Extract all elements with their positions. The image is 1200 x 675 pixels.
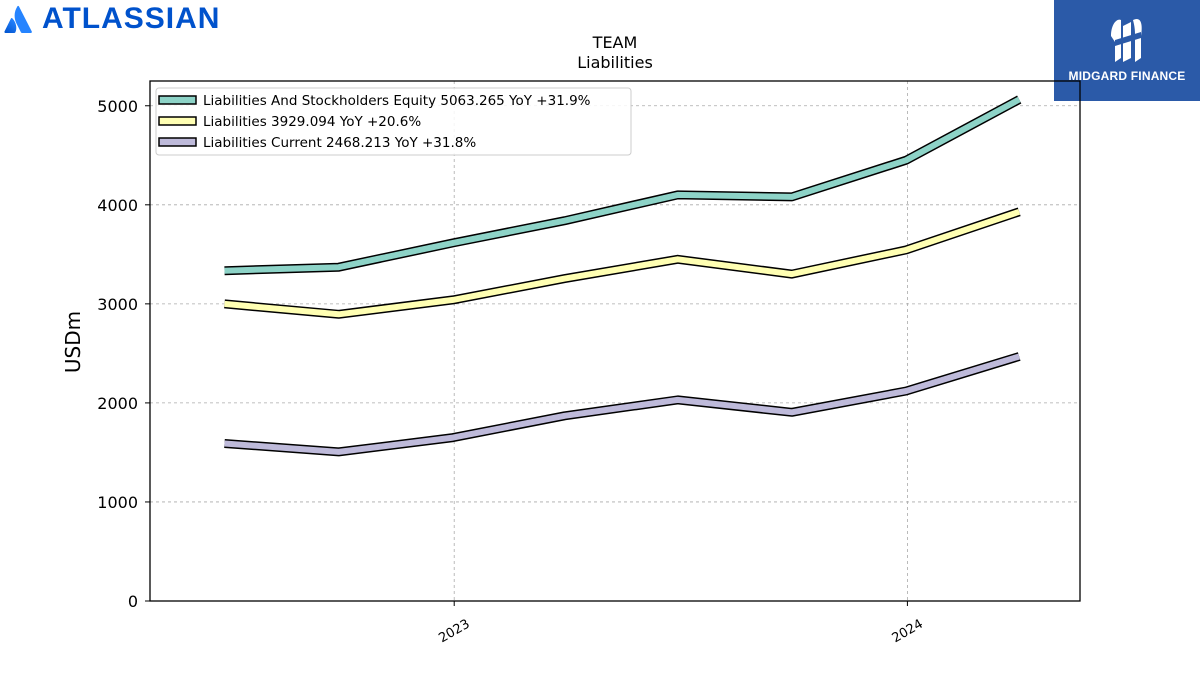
gridlines	[150, 81, 1080, 601]
series-group	[224, 95, 1022, 457]
legend-box	[155, 87, 632, 156]
series-line-fill	[224, 96, 1021, 274]
legend: Liabilities And Stockholders Equity 5063…	[155, 87, 632, 156]
series-line	[224, 95, 1022, 276]
y-tick-label: 1000	[97, 493, 138, 512]
midgard-logo-icon	[1111, 18, 1142, 62]
legend-swatch	[158, 137, 197, 147]
axes: 0 1000 2000 3000 4000 5000 2023 2024	[97, 97, 925, 646]
legend-entry: Liabilities And Stockholders Equity 5063…	[203, 93, 591, 109]
chart-subtitle: Liabilities	[577, 53, 653, 72]
x-tick-label: 2024	[890, 617, 926, 647]
atlassian-triangle-icon	[4, 5, 32, 34]
legend-swatch	[158, 95, 197, 105]
series-line-fill	[224, 208, 1021, 318]
series-line	[224, 207, 1021, 319]
x-tick-label: 2023	[436, 617, 472, 647]
series-line-fill	[224, 353, 1021, 455]
y-axis-label: USDm	[61, 311, 85, 373]
y-tick-label: 3000	[97, 295, 138, 314]
y-tick-label: 2000	[97, 394, 138, 413]
series-line-outline	[224, 352, 1021, 457]
publisher-badge: MIDGARD FINANCE	[1054, 0, 1200, 101]
brand-wordmark: ATLASSIAN	[42, 2, 221, 35]
legend-entry: Liabilities 3929.094 YoY +20.6%	[203, 114, 421, 130]
legend-swatch	[158, 116, 197, 126]
atlassian-logo: ATLASSIAN	[4, 4, 220, 34]
chart-title: TEAM	[592, 33, 638, 52]
y-tick-label: 4000	[97, 196, 138, 215]
plot-area-frame	[149, 80, 1081, 602]
legend-entry: Liabilities Current 2468.213 YoY +31.8%	[203, 135, 476, 151]
series-line	[224, 352, 1021, 457]
y-tick-label: 5000	[97, 97, 138, 116]
y-tick-label: 0	[128, 592, 138, 611]
publisher-name: MIDGARD FINANCE	[1068, 69, 1186, 83]
